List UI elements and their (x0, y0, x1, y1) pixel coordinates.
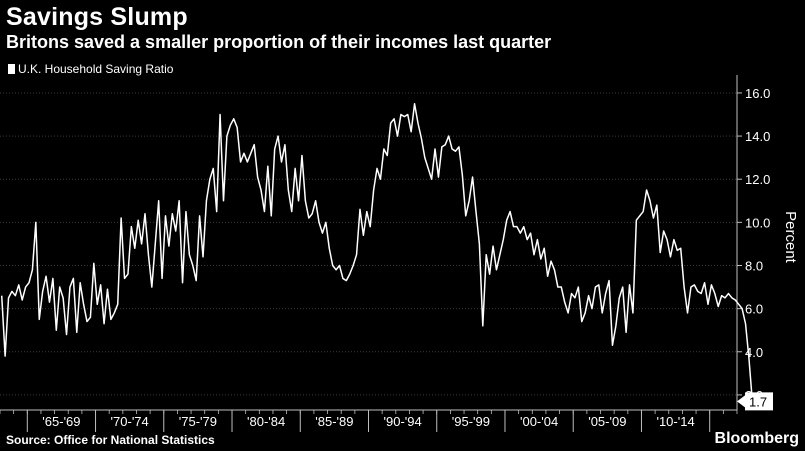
y-tick-label: 8.0 (745, 258, 763, 273)
y-tick-label: 16.0 (745, 86, 770, 101)
last-value-pointer (737, 395, 745, 408)
y-tick-label: 14.0 (745, 129, 770, 144)
legend-swatch (8, 64, 15, 74)
x-tick-label: '65-'69 (42, 414, 80, 429)
chart-title: Savings Slump (6, 3, 188, 31)
series-line-household-saving-ratio (0, 102, 754, 402)
last-value-box (745, 392, 773, 411)
y-tick-label: 4.0 (745, 345, 763, 360)
source-note: Source: Office for National Statistics (6, 433, 215, 447)
y-tick-label: 6.0 (745, 302, 763, 317)
x-tick-label: '80-'84 (247, 414, 285, 429)
labels: 16.014.012.010.08.06.04.02.0'65-'69'70-'… (42, 86, 799, 429)
x-tick-label: '95-'99 (452, 414, 490, 429)
series-layer (0, 102, 754, 402)
x-tick-label: '90-'94 (384, 414, 422, 429)
x-tick-label: '05-'09 (588, 414, 626, 429)
x-tick-label: '75-'79 (179, 414, 217, 429)
x-tick-label: '70-'74 (111, 414, 149, 429)
brand-logo: Bloomberg (714, 430, 799, 447)
x-tick-label: '10-'14 (656, 414, 694, 429)
y-tick-label: 12.0 (745, 172, 770, 187)
axes (0, 75, 742, 432)
last-value-label: 1.7 (749, 394, 767, 409)
x-tick-label: '85-'89 (315, 414, 353, 429)
x-tick-label: '00-'04 (520, 414, 558, 429)
legend: U.K. Household Saving Ratio (8, 62, 173, 76)
chart-subtitle: Britons saved a smaller proportion of th… (6, 32, 552, 52)
gridlines (0, 92, 737, 396)
legend-label: U.K. Household Saving Ratio (18, 62, 174, 76)
y-tick-label: 10.0 (745, 215, 770, 230)
y-axis-title: Percent (782, 211, 799, 264)
